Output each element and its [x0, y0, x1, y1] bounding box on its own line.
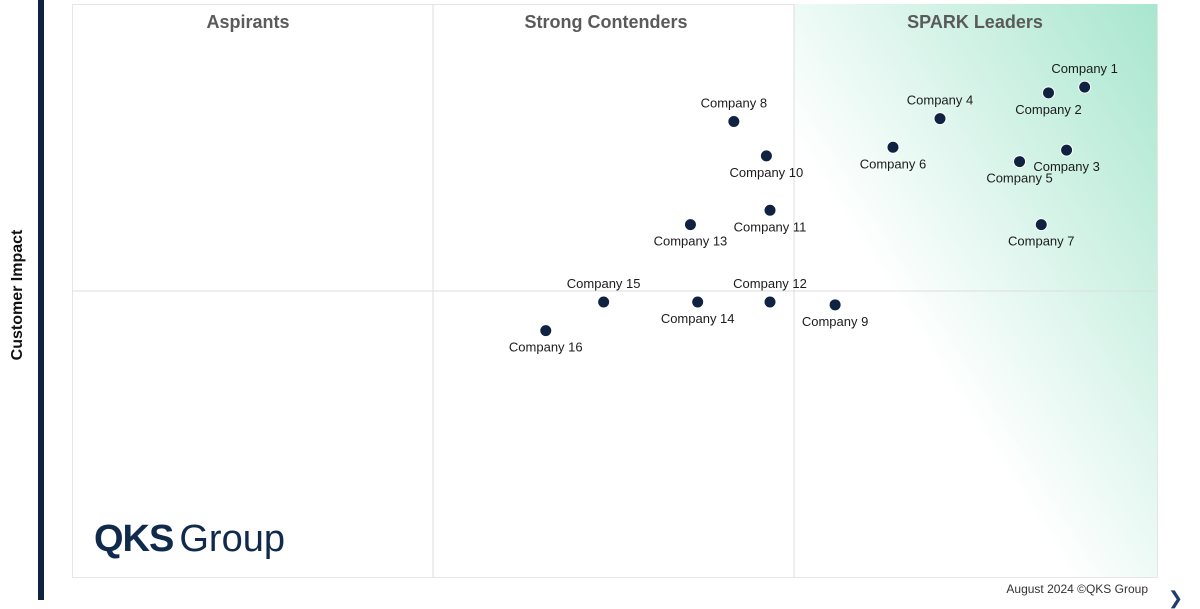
company-point	[691, 295, 705, 309]
company-label: Company 8	[701, 95, 767, 110]
y-axis-line	[38, 0, 44, 600]
company-label: Company 10	[730, 165, 804, 180]
company-point	[763, 203, 777, 217]
company-point	[1042, 86, 1055, 100]
company-label: Company 16	[509, 340, 583, 355]
company-point	[1013, 155, 1027, 169]
company-label: Company 13	[654, 234, 728, 249]
qks-group-logo: QKS Group	[94, 518, 285, 561]
company-point	[886, 140, 900, 154]
company-label: Company 15	[567, 276, 641, 291]
company-label: Company 11	[734, 219, 807, 234]
company-label: Company 2	[1015, 102, 1081, 117]
company-label: Company 5	[986, 171, 1052, 186]
company-point	[727, 114, 741, 128]
company-point	[763, 295, 777, 309]
x-axis-arrow-icon: ❯	[1168, 588, 1184, 608]
company-point	[759, 149, 773, 163]
company-label: Company 6	[860, 156, 926, 171]
footer-note: August 2024 ©QKS Group	[1006, 582, 1148, 596]
quadrant-title-aspirants: Aspirants	[206, 12, 289, 32]
company-point	[539, 324, 553, 338]
company-label: Company 1	[1051, 61, 1117, 76]
company-label: Company 14	[661, 311, 735, 326]
company-label: Company 7	[1008, 234, 1074, 249]
company-label: Company 12	[733, 276, 807, 291]
company-label: Company 9	[802, 314, 868, 329]
quadrant-title-strong-contenders: Strong Contenders	[524, 12, 687, 32]
company-point	[933, 112, 947, 126]
logo-brand-light: Group	[179, 518, 285, 560]
points-layer: Company 1 Company 2 Company 3 Company 4 Comp…	[509, 61, 1118, 355]
company-point	[683, 218, 697, 232]
company-point	[1034, 218, 1048, 232]
logo-brand-bold: QKS	[94, 518, 174, 560]
company-label: Company 4	[907, 93, 973, 108]
company-point	[1060, 143, 1074, 157]
quadrant-title-spark-leaders: SPARK Leaders	[907, 12, 1043, 32]
company-point	[828, 298, 842, 312]
company-label: Company 3	[1033, 159, 1099, 174]
company-point	[597, 295, 611, 309]
company-point	[1078, 80, 1092, 94]
